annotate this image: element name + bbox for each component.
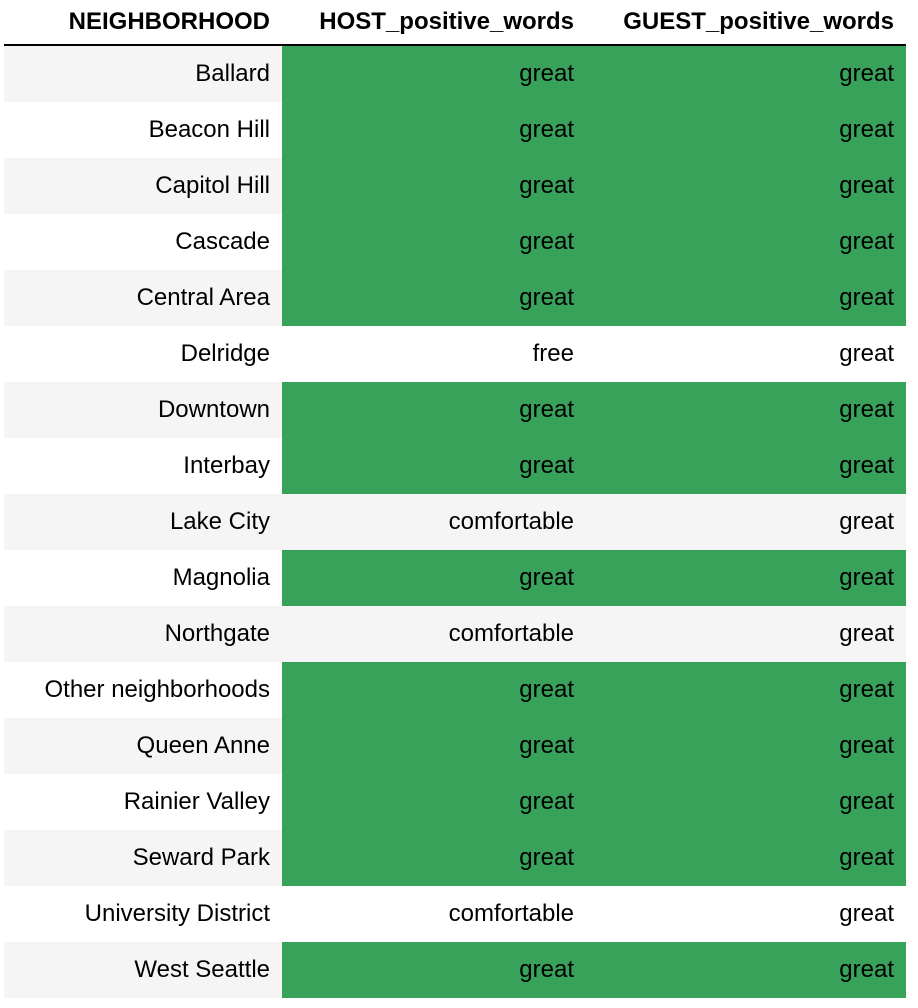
table-row: Lake City comfortable great [4,494,906,550]
data-table: NEIGHBORHOOD HOST_positive_words GUEST_p… [4,0,906,998]
neighborhood-cell: Rainier Valley [123,788,270,815]
guest-positive-words-cell: great [586,158,906,214]
column-header-neighborhood: NEIGHBORHOOD [68,8,270,35]
table-row: Interbay great great [4,438,906,494]
table-row: Magnolia great great [4,550,906,606]
neighborhood-cell: Capitol Hill [4,158,282,214]
host-positive-words-cell: great [282,158,586,214]
table-row: Ballard great great [4,46,906,102]
neighborhood-cell: Queen Anne [4,718,282,774]
table-row: University District comfortable great [4,886,906,942]
neighborhood-cell: University District [84,900,270,927]
guest-positive-words-cell: great [586,382,906,438]
guest-positive-words-cell: great [586,438,906,494]
neighborhood-cell: Ballard [4,46,282,102]
host-positive-words-cell: great [282,102,586,158]
table-row: Seward Park great great [4,830,906,886]
table-row: Rainier Valley great great [4,774,906,830]
neighborhood-cell: Cascade [175,228,270,255]
table-row: Central Area great great [4,270,906,326]
table-row: Cascade great great [4,214,906,270]
neighborhood-cell: Lake City [4,494,282,550]
table-row: Capitol Hill great great [4,158,906,214]
neighborhood-cell: Seward Park [4,830,282,886]
neighborhood-cell: Interbay [183,452,270,479]
host-positive-words-cell: great [282,382,586,438]
neighborhood-cell: Northgate [4,606,282,662]
guest-positive-words-cell: great [586,102,906,158]
host-positive-words-cell: comfortable [448,900,574,927]
guest-positive-words-cell: great [586,214,906,270]
host-positive-words-cell: comfortable [282,606,586,662]
host-positive-words-cell: great [282,214,586,270]
table-row: Delridge free great [4,326,906,382]
guest-positive-words-cell: great [586,550,906,606]
table-body: Ballard great great Beacon Hill great great Ca… [4,46,906,998]
column-header-host-positive-words: HOST_positive_words [319,8,574,35]
neighborhood-cell: Central Area [4,270,282,326]
neighborhood-cell: Downtown [4,382,282,438]
guest-positive-words-cell: great [586,494,906,550]
table-header: NEIGHBORHOOD HOST_positive_words GUEST_p… [4,0,906,46]
guest-positive-words-cell: great [586,718,906,774]
table-row: Northgate comfortable great [4,606,906,662]
guest-positive-words-cell: great [586,606,906,662]
guest-positive-words-cell: great [586,662,906,718]
column-header-guest-positive-words: GUEST_positive_words [623,8,894,35]
neighborhood-cell: Beacon Hill [148,116,270,143]
neighborhood-cell: Magnolia [172,564,270,591]
guest-positive-words-cell: great [586,774,906,830]
host-positive-words-cell: free [532,340,574,367]
guest-positive-words-cell: great [586,942,906,998]
guest-positive-words-cell: great [586,46,906,102]
table-row: Beacon Hill great great [4,102,906,158]
host-positive-words-cell: great [282,438,586,494]
host-positive-words-cell: great [282,774,586,830]
neighborhood-cell: Delridge [180,340,270,367]
guest-positive-words-cell: great [586,270,906,326]
host-positive-words-cell: great [282,550,586,606]
neighborhood-cell: Other neighborhoods [44,676,271,703]
table-row: Downtown great great [4,382,906,438]
host-positive-words-cell: great [282,46,586,102]
guest-positive-words-cell: great [839,340,894,367]
host-positive-words-cell: great [282,718,586,774]
host-positive-words-cell: great [282,662,586,718]
table-row: West Seattle great great [4,942,906,998]
table-row: Other neighborhoods great great [4,662,906,718]
host-positive-words-cell: great [282,270,586,326]
table-row: Queen Anne great great [4,718,906,774]
host-positive-words-cell: comfortable [282,494,586,550]
guest-positive-words-cell: great [586,830,906,886]
host-positive-words-cell: great [282,942,586,998]
guest-positive-words-cell: great [839,900,894,927]
host-positive-words-cell: great [282,830,586,886]
neighborhood-cell: West Seattle [4,942,282,998]
